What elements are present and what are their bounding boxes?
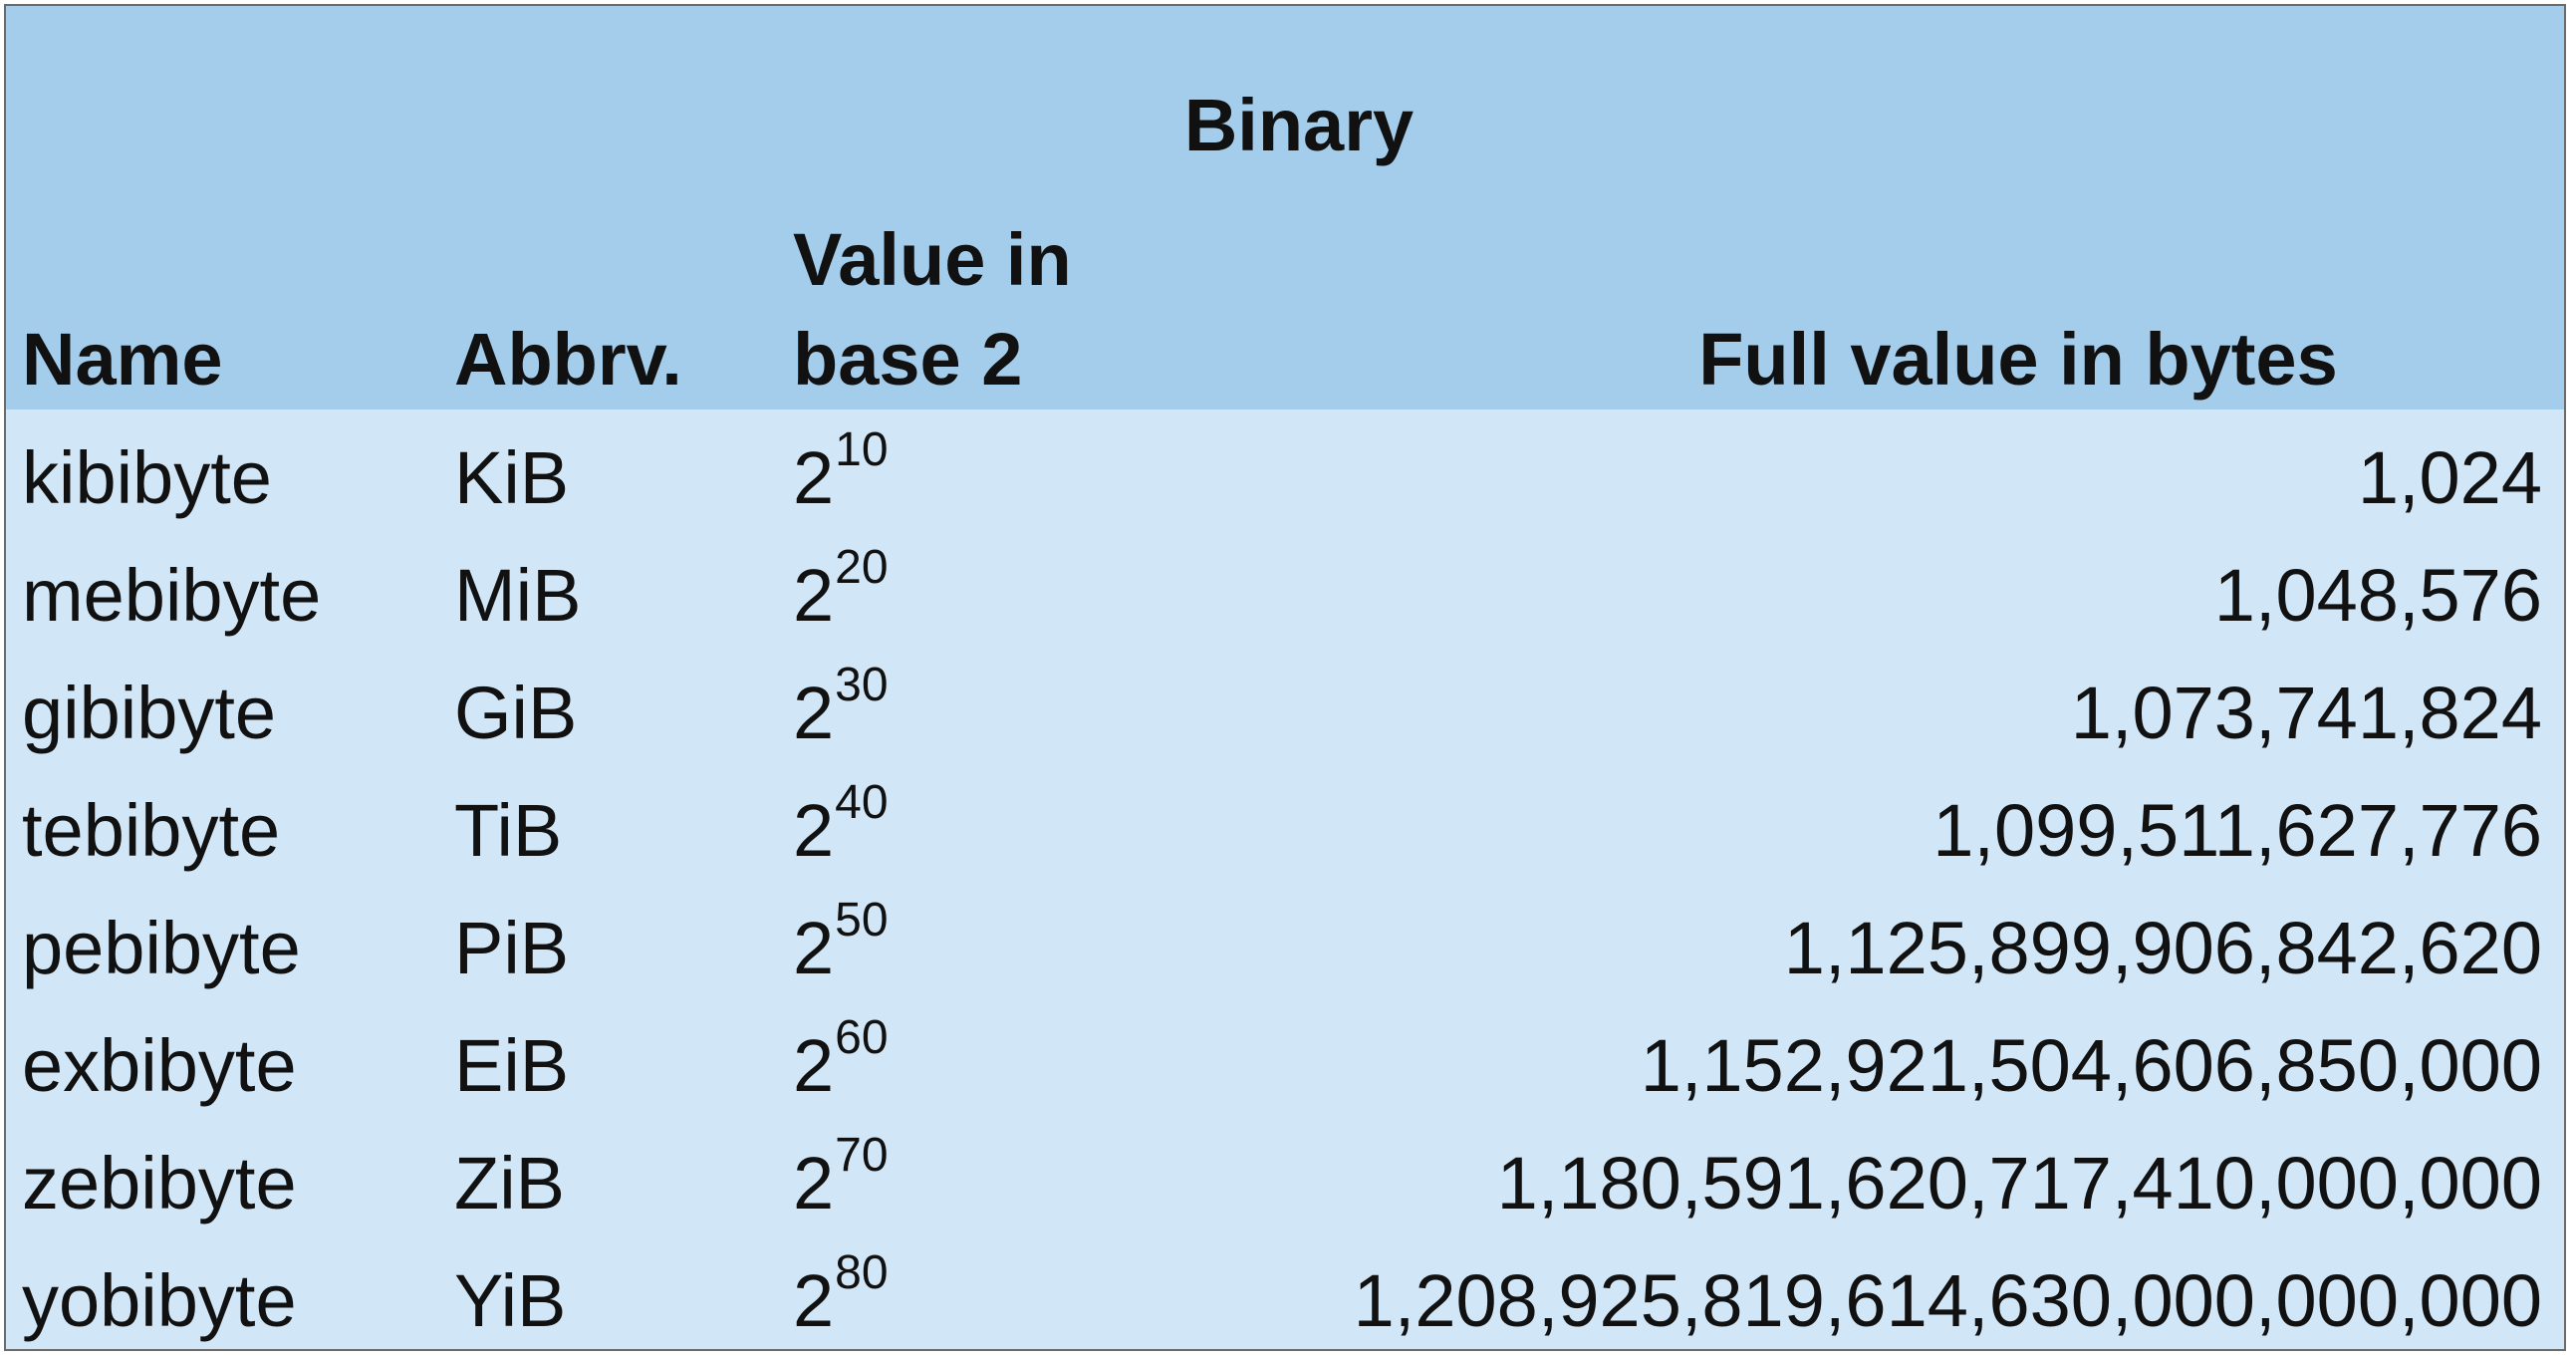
full-byte-value: 1,208,925,819,614,630,000,000,000 (1353, 1259, 2542, 1342)
table-row: exbibyte EiB 260 1,152,921,504,606,850,0… (6, 1007, 2564, 1125)
table-row: tebibyte TiB 240 1,099,511,627,776 (6, 772, 2564, 890)
base: 2 (793, 1142, 835, 1224)
unit-abbreviation: MiB (454, 554, 582, 637)
exponent: 60 (835, 1011, 889, 1064)
unit-abbreviation: PiB (454, 907, 570, 989)
full-byte-value: 1,024 (2357, 436, 2542, 519)
base: 2 (793, 1024, 835, 1107)
table-row: zebibyte ZiB 270 1,180,591,620,717,410,0… (6, 1125, 2564, 1242)
base2-value: 260 (793, 1007, 889, 1135)
unit-name: gibibyte (22, 672, 277, 754)
base: 2 (793, 1259, 835, 1342)
table-row: pebibyte PiB 250 1,125,899,906,842,620 (6, 890, 2564, 1007)
base2-value: 280 (793, 1242, 889, 1349)
full-byte-value: 1,125,899,906,842,620 (1783, 907, 2542, 989)
exponent: 30 (835, 659, 889, 711)
unit-name: pebibyte (22, 907, 301, 989)
table-row: kibibyte KiB 210 1,024 (6, 419, 2564, 537)
column-header-abbreviation: Abbrv. (454, 318, 682, 401)
unit-abbreviation: KiB (454, 436, 570, 519)
exponent: 80 (835, 1246, 889, 1299)
unit-abbreviation: ZiB (454, 1142, 565, 1224)
unit-abbreviation: YiB (454, 1259, 567, 1342)
exponent: 50 (835, 894, 889, 947)
exponent: 40 (835, 776, 889, 829)
column-header-name: Name (22, 318, 223, 401)
unit-name: tebibyte (22, 789, 281, 872)
base2-value: 250 (793, 890, 889, 1017)
full-byte-value: 1,099,511,627,776 (1932, 789, 2542, 872)
table-header-band (6, 6, 2564, 409)
table-row: mebibyte MiB 220 1,048,576 (6, 537, 2564, 655)
table-row: gibibyte GiB 230 1,073,741,824 (6, 655, 2564, 772)
column-header-full-value: Full value in bytes (1698, 318, 2338, 401)
base2-value: 240 (793, 772, 889, 900)
unit-name: zebibyte (22, 1142, 297, 1224)
base: 2 (793, 436, 835, 519)
base: 2 (793, 907, 835, 989)
full-byte-value: 1,073,741,824 (2070, 672, 2542, 754)
unit-name: mebibyte (22, 554, 322, 637)
base: 2 (793, 672, 835, 754)
exponent: 10 (835, 423, 889, 476)
unit-abbreviation: TiB (454, 789, 563, 872)
table-body: kibibyte KiB 210 1,024 mebibyte MiB 220 … (6, 419, 2564, 1349)
unit-abbreviation: GiB (454, 672, 578, 754)
unit-name: yobibyte (22, 1259, 297, 1342)
full-byte-value: 1,180,591,620,717,410,000,000 (1496, 1142, 2542, 1224)
table-title: Binary (1183, 84, 1415, 166)
table-row: yobibyte YiB 280 1,208,925,819,614,630,0… (6, 1242, 2564, 1349)
base: 2 (793, 789, 835, 872)
full-byte-value: 1,152,921,504,606,850,000 (1640, 1024, 2542, 1107)
unit-name: exbibyte (22, 1024, 297, 1107)
base2-value: 220 (793, 537, 889, 665)
unit-abbreviation: EiB (454, 1024, 570, 1107)
full-byte-value: 1,048,576 (2213, 554, 2542, 637)
binary-units-table: Binary Name Abbrv. Value in base 2 Full … (4, 4, 2566, 1351)
base: 2 (793, 554, 835, 637)
base2-value: 230 (793, 655, 889, 782)
unit-name: kibibyte (22, 436, 272, 519)
column-header-base2-value: Value in base 2 (793, 218, 1072, 401)
exponent: 20 (835, 541, 889, 594)
base2-value: 270 (793, 1125, 889, 1252)
exponent: 70 (835, 1129, 889, 1182)
base2-value: 210 (793, 419, 889, 547)
